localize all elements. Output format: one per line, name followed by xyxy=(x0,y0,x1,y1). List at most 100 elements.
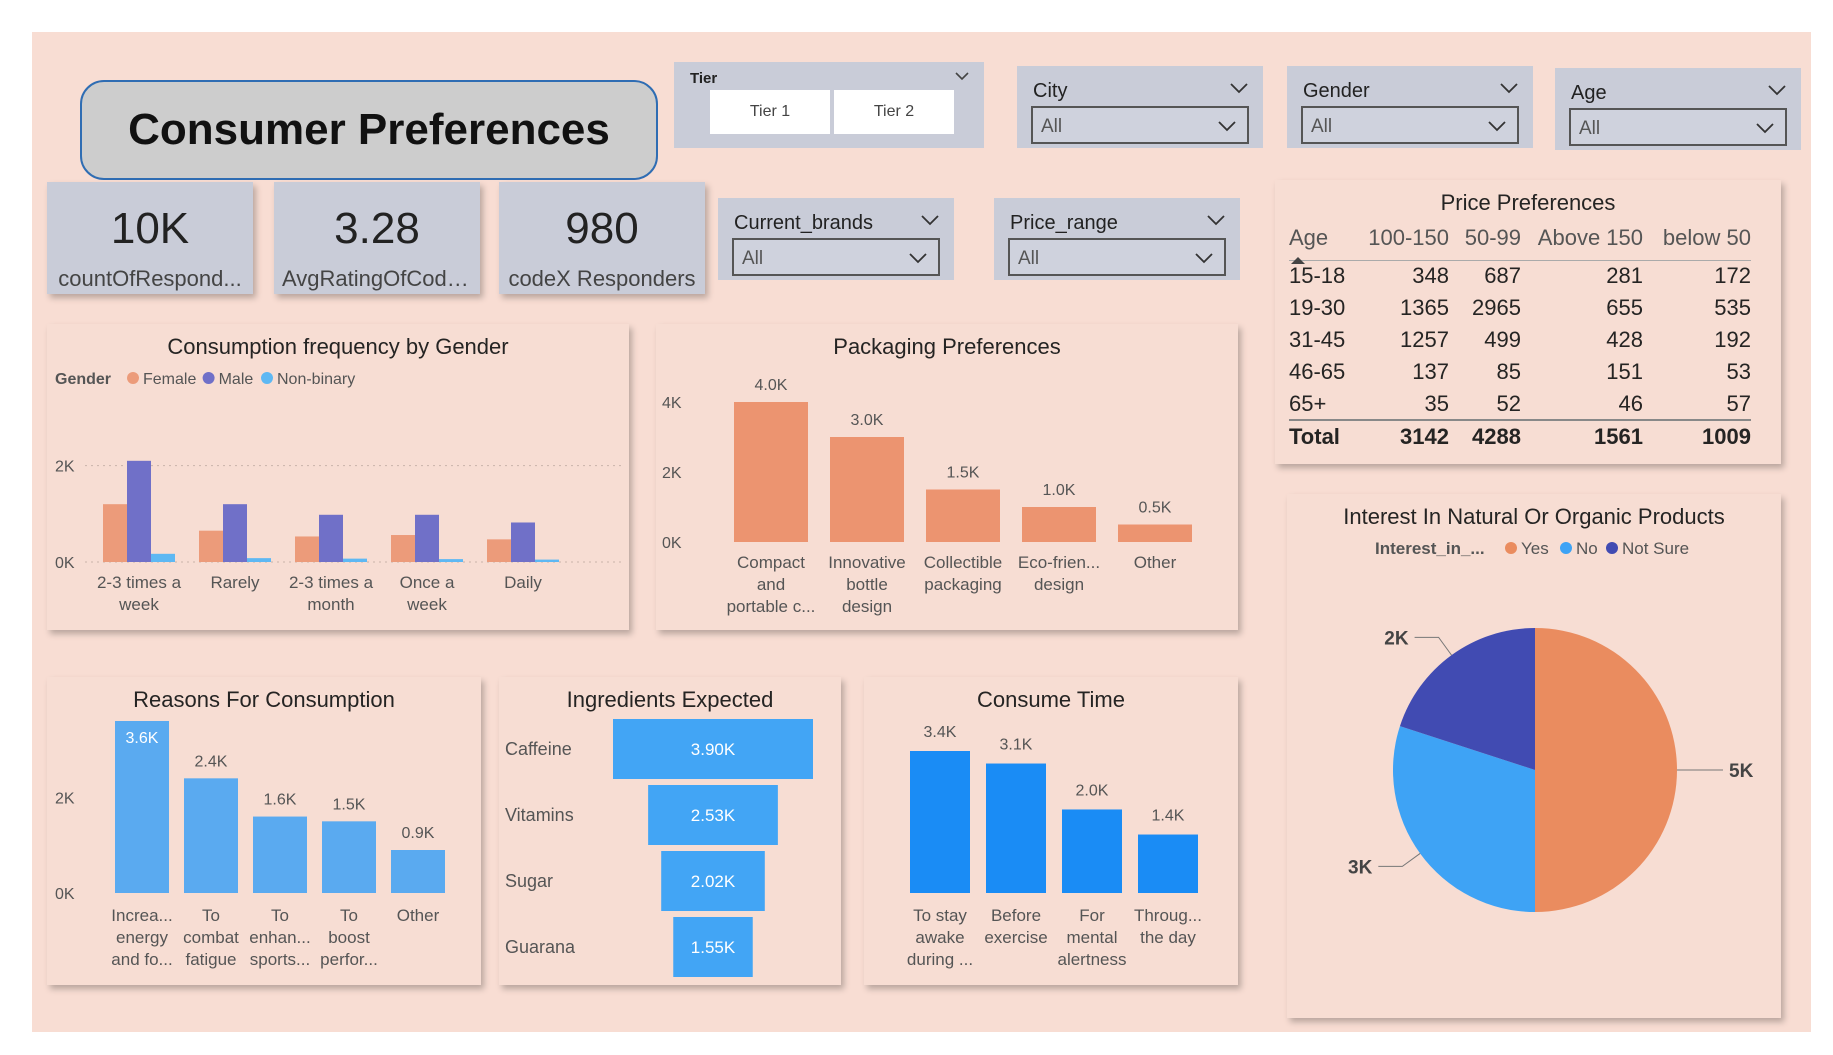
data-label: 3.90K xyxy=(691,740,736,759)
tier-2-tile[interactable]: Tier 2 xyxy=(834,90,954,134)
pie-slice xyxy=(1399,628,1535,770)
legend-label: Not Sure xyxy=(1622,539,1689,558)
table-cell: 52 xyxy=(1496,390,1521,416)
chevron-down-icon[interactable] xyxy=(1767,80,1787,100)
bar xyxy=(223,504,247,562)
age-slicer-label: Age xyxy=(1571,82,1607,104)
bar xyxy=(151,553,175,562)
category-label: Caffeine xyxy=(505,739,572,759)
gender-frequency-panel: Consumption frequency by Gender Gender Fem… xyxy=(47,324,629,630)
y-tick-label: 4K xyxy=(662,395,682,412)
column-header[interactable]: 100-150 xyxy=(1368,224,1449,250)
column-header[interactable]: below 50 xyxy=(1662,224,1751,250)
reasons-panel: Reasons For Consumption 2K 0K 3.6K Increa...… xyxy=(47,677,481,985)
packaging-panel: Packaging Preferences 0K 2K 4K 4.0K Compact an… xyxy=(656,324,1238,630)
legend-title: Interest_in_... xyxy=(1375,539,1485,558)
age-dropdown[interactable]: All xyxy=(1569,108,1787,146)
current-brands-slicer[interactable]: Current_brands All xyxy=(718,198,954,280)
chart-title: Reasons For Consumption xyxy=(133,687,395,712)
kpi-value: 3.28 xyxy=(334,204,420,253)
x-tick-label: 2-3 times a xyxy=(97,573,182,592)
current-brands-value: All xyxy=(742,248,764,269)
report-title: Consumer Preferences xyxy=(128,105,610,154)
gender-slicer[interactable]: Gender All xyxy=(1287,66,1533,148)
column-header[interactable]: 50-99 xyxy=(1464,224,1521,250)
bar xyxy=(343,558,367,562)
table-row[interactable]: 46-65 137 85 151 53 xyxy=(1289,356,1751,388)
x-tick-label: and xyxy=(757,575,785,594)
report-title-box: Consumer Preferences xyxy=(80,80,658,180)
city-dropdown[interactable]: All xyxy=(1031,106,1249,144)
chevron-down-icon[interactable] xyxy=(920,210,940,230)
tier-slicer[interactable]: Tier Tier 1 Tier 2 xyxy=(674,62,984,148)
table-total-row: Total 3142 4288 1561 1009 xyxy=(1289,419,1751,452)
x-tick-label: Eco-frien... xyxy=(1018,553,1100,572)
price-range-dropdown[interactable]: All xyxy=(1008,238,1226,276)
data-label: 3.1K xyxy=(1000,737,1033,754)
funnel-bar xyxy=(673,917,753,977)
table-row[interactable]: 19-30 1365 2965 655 535 xyxy=(1289,292,1751,324)
age-value: All xyxy=(1579,118,1601,139)
current-brands-dropdown[interactable]: All xyxy=(732,238,940,276)
ingredients-panel: Ingredients Expected Caffeine 3.90K Vitamin… xyxy=(499,677,841,985)
bar xyxy=(1062,809,1122,893)
chevron-down-icon[interactable] xyxy=(954,68,970,84)
column-header-age[interactable]: Age xyxy=(1289,216,1353,264)
data-label: 2.53K xyxy=(691,806,736,825)
data-label: 3.6K xyxy=(126,730,159,747)
age-slicer[interactable]: Age All xyxy=(1555,68,1801,150)
chart-title: Packaging Preferences xyxy=(833,334,1060,359)
total-cell: 3142 xyxy=(1353,419,1449,452)
x-tick-label: the day xyxy=(1140,928,1196,947)
x-tick-label: Daily xyxy=(504,573,542,592)
x-tick-label: perfor... xyxy=(320,950,378,969)
data-label: 3.4K xyxy=(924,724,957,741)
legend-label: No xyxy=(1576,539,1598,558)
table-row[interactable]: 15-18 348 687 281 172 xyxy=(1289,260,1751,292)
kpi-card-respondents: 10K countOfRespond... xyxy=(47,182,253,294)
reasons-chart: Reasons For Consumption 2K 0K 3.6K Increa...… xyxy=(55,687,445,969)
price-range-value: All xyxy=(1018,248,1040,269)
organic-interest-chart: Interest In Natural Or Organic Products I… xyxy=(1343,504,1754,912)
gender-frequency-chart: Consumption frequency by Gender Gender Fem… xyxy=(55,334,621,614)
leader-line xyxy=(1414,636,1452,656)
chevron-down-icon[interactable] xyxy=(1229,78,1249,98)
table-cell: 46 xyxy=(1618,390,1643,416)
table-row[interactable]: 31-45 1257 499 428 192 xyxy=(1289,324,1751,356)
data-label: 1.55K xyxy=(691,938,736,957)
x-tick-label: Rarely xyxy=(210,573,260,592)
chevron-down-icon xyxy=(909,253,927,264)
sort-ascending-icon xyxy=(1291,257,1305,264)
category-label: Guarana xyxy=(505,937,576,957)
data-label: 1.5K xyxy=(333,796,366,813)
kpi-caption: codeX Responders xyxy=(508,266,696,291)
x-tick-label: For xyxy=(1079,906,1105,925)
price-preferences-panel: Price Preferences Age 100-150 50-99 Abov… xyxy=(1275,180,1781,464)
funnel-bar xyxy=(613,719,813,779)
current-brands-slicer-label: Current_brands xyxy=(734,212,873,234)
chevron-down-icon xyxy=(1195,253,1213,264)
data-label: 1.6K xyxy=(264,792,297,809)
data-label: 4.0K xyxy=(755,377,788,394)
chevron-down-icon[interactable] xyxy=(1206,210,1226,230)
city-slicer[interactable]: City All xyxy=(1017,66,1263,148)
row-label: 31-45 xyxy=(1289,327,1346,352)
chevron-down-icon[interactable] xyxy=(1499,78,1519,98)
tier-1-tile[interactable]: Tier 1 xyxy=(710,90,830,134)
kpi-card-avg-rating: 3.28 AvgRatingOfCodeX xyxy=(274,182,480,294)
x-tick-label: Compact xyxy=(737,553,805,572)
bar xyxy=(830,437,904,542)
gender-dropdown[interactable]: All xyxy=(1301,106,1519,144)
x-tick-label: Increa... xyxy=(111,906,172,925)
kpi-value: 980 xyxy=(565,204,639,253)
column-header[interactable]: Above 150 xyxy=(1537,224,1643,250)
table-cell: 1365 xyxy=(1400,295,1449,320)
x-tick-label: To stay xyxy=(913,906,967,925)
price-range-slicer[interactable]: Price_range All xyxy=(994,198,1240,280)
row-label: 15-18 xyxy=(1289,263,1346,289)
chevron-down-icon xyxy=(1488,121,1506,132)
table-row[interactable]: 65+ 35 52 46 57 xyxy=(1289,388,1751,420)
table-cell: 85 xyxy=(1496,359,1521,384)
legend-label: Female xyxy=(143,371,196,388)
table-cell: 687 xyxy=(1484,263,1521,289)
